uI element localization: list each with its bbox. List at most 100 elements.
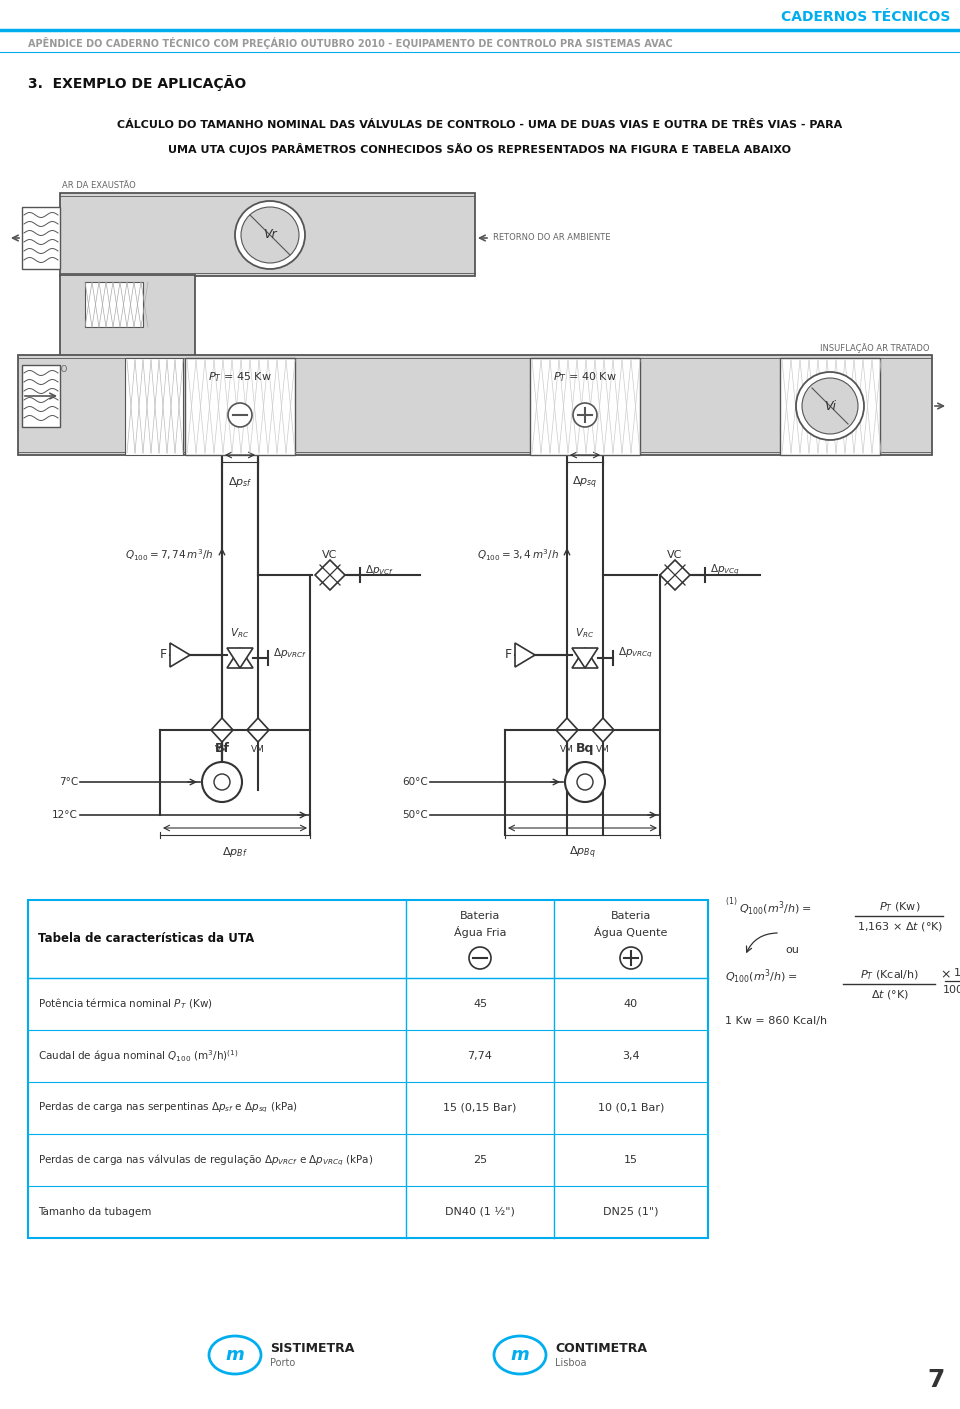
Polygon shape — [515, 643, 535, 666]
Text: CÁLCULO DO TAMANHO NOMINAL DAS VÁLVULAS DE CONTROLO - UMA DE DUAS VIAS E OUTRA D: CÁLCULO DO TAMANHO NOMINAL DAS VÁLVULAS … — [117, 120, 843, 130]
Text: INSUFLAÇÃO AR TRATADO: INSUFLAÇÃO AR TRATADO — [821, 344, 930, 354]
Text: 1 Kw = 860 Kcal/h: 1 Kw = 860 Kcal/h — [725, 1016, 828, 1026]
Circle shape — [565, 762, 605, 802]
Polygon shape — [247, 730, 269, 743]
Text: VC: VC — [323, 550, 338, 559]
Circle shape — [202, 762, 242, 802]
Text: 45: 45 — [473, 999, 487, 1009]
Text: $V_{RC}$: $V_{RC}$ — [230, 626, 250, 640]
Bar — [185, 358, 295, 455]
Text: $P_T$ = 40 Kw: $P_T$ = 40 Kw — [553, 371, 617, 383]
Text: $Q_{100}=3,4 \, m^3/h$: $Q_{100}=3,4 \, m^3/h$ — [477, 547, 559, 562]
Circle shape — [577, 774, 593, 790]
Polygon shape — [572, 648, 598, 668]
Bar — [60, 275, 195, 358]
Text: 10 (0,1 Bar): 10 (0,1 Bar) — [598, 1103, 664, 1113]
Text: Vi: Vi — [824, 400, 836, 413]
Text: 25: 25 — [473, 1155, 487, 1165]
Bar — [18, 355, 932, 455]
Bar — [60, 193, 475, 276]
Text: $\Delta t$ (°K): $\Delta t$ (°K) — [871, 988, 909, 1000]
Text: Lisboa: Lisboa — [555, 1358, 587, 1368]
Text: F: F — [505, 648, 512, 661]
Text: Perdas de carga nas válvulas de regulação $\Delta p_{VRCf}$ e $\Delta p_{VRCq}$ : Perdas de carga nas válvulas de regulaçã… — [38, 1153, 373, 1168]
Text: Perdas de carga nas serpentinas $\Delta p_{sf}$ e $\Delta p_{sq}$ (kPa): Perdas de carga nas serpentinas $\Delta … — [38, 1100, 298, 1115]
Polygon shape — [660, 559, 690, 590]
Text: VC: VC — [667, 550, 683, 559]
Text: $\Delta p_{sf}$: $\Delta p_{sf}$ — [228, 475, 252, 489]
Text: $Q_{100}(m^3/h) =$: $Q_{100}(m^3/h) =$ — [739, 900, 811, 919]
Text: APÊNDICE DO CADERNO TÉCNICO COM PREÇÁRIO OUTUBRO 2010 - EQUIPAMENTO DE CONTROLO : APÊNDICE DO CADERNO TÉCNICO COM PREÇÁRIO… — [28, 37, 673, 49]
Text: Porto: Porto — [270, 1358, 296, 1368]
Text: 50°C: 50°C — [402, 810, 428, 820]
Text: $\Delta p_{Bf}$: $\Delta p_{Bf}$ — [222, 845, 248, 859]
Text: VM: VM — [215, 745, 228, 754]
Text: 7: 7 — [927, 1368, 945, 1392]
Text: 7°C: 7°C — [59, 776, 78, 788]
Circle shape — [228, 403, 252, 427]
Text: $\Delta p_{VCf}$: $\Delta p_{VCf}$ — [365, 564, 395, 578]
Text: $^{(1)}$: $^{(1)}$ — [725, 898, 737, 909]
Polygon shape — [556, 719, 578, 730]
Ellipse shape — [796, 372, 864, 440]
Polygon shape — [315, 559, 345, 590]
Text: $\times$: $\times$ — [940, 968, 950, 982]
Circle shape — [573, 403, 597, 427]
Ellipse shape — [235, 201, 305, 269]
Text: m: m — [511, 1346, 529, 1364]
Text: $\Delta p_{VRCf}$: $\Delta p_{VRCf}$ — [273, 645, 307, 659]
Text: 1000: 1000 — [943, 985, 960, 995]
Circle shape — [214, 774, 230, 790]
Text: DN25 (1"): DN25 (1") — [603, 1208, 659, 1217]
Polygon shape — [211, 730, 233, 743]
Text: VM: VM — [560, 745, 574, 754]
Text: Caudal de água nominal $Q_{100}$ (m$^3$/h)$^{(1)}$: Caudal de água nominal $Q_{100}$ (m$^3$/… — [38, 1048, 238, 1064]
Circle shape — [469, 947, 491, 969]
Text: Bq: Bq — [576, 743, 594, 755]
Text: $V_{RC}$: $V_{RC}$ — [575, 626, 594, 640]
Text: ou: ou — [785, 945, 799, 955]
Ellipse shape — [494, 1336, 546, 1374]
Text: m: m — [226, 1346, 245, 1364]
Text: VM: VM — [596, 745, 610, 754]
Polygon shape — [572, 648, 598, 668]
Bar — [28, 900, 708, 1239]
Polygon shape — [592, 719, 614, 730]
Polygon shape — [247, 719, 269, 730]
Text: DN40 (1 ½"): DN40 (1 ½") — [445, 1208, 515, 1217]
Text: 1: 1 — [953, 968, 960, 978]
Text: $Q_{100}=7,74 \, m^3/h$: $Q_{100}=7,74 \, m^3/h$ — [125, 547, 214, 562]
Text: Tamanho da tubagem: Tamanho da tubagem — [38, 1208, 152, 1217]
Text: Vr: Vr — [263, 228, 276, 241]
Circle shape — [620, 947, 642, 969]
Bar — [85, 282, 143, 327]
Text: $P_T$ (Kw): $P_T$ (Kw) — [879, 900, 921, 913]
Text: $\Delta p_{VCq}$: $\Delta p_{VCq}$ — [710, 562, 740, 578]
Text: $\Delta p_{VRCq}$: $\Delta p_{VRCq}$ — [618, 645, 653, 661]
Bar — [22, 207, 60, 269]
Text: VM: VM — [252, 745, 265, 754]
Text: $P_T$ (Kcal/h): $P_T$ (Kcal/h) — [860, 968, 920, 982]
Text: F: F — [160, 648, 167, 661]
Text: Bateria: Bateria — [611, 912, 651, 921]
Text: UMA UTA CUJOS PARÂMETROS CONHECIDOS SÃO OS REPRESENTADOS NA FIGURA E TABELA ABAI: UMA UTA CUJOS PARÂMETROS CONHECIDOS SÃO … — [169, 142, 791, 155]
Polygon shape — [170, 643, 190, 666]
Text: $\Delta p_{sq}$: $\Delta p_{sq}$ — [572, 475, 598, 492]
Text: Água Quente: Água Quente — [594, 926, 668, 938]
Text: 1,163 $\times$ $\Delta t$ (°K): 1,163 $\times$ $\Delta t$ (°K) — [857, 920, 943, 933]
Text: Água Fria: Água Fria — [454, 926, 506, 938]
Ellipse shape — [241, 207, 299, 263]
Text: 40: 40 — [624, 999, 638, 1009]
Text: RETORNO DO AR AMBIENTE: RETORNO DO AR AMBIENTE — [493, 234, 611, 242]
Polygon shape — [211, 719, 233, 730]
Text: $\Delta p_{Bq}$: $\Delta p_{Bq}$ — [568, 845, 595, 861]
Text: Potência térmica nominal $P_T$ (Kw): Potência térmica nominal $P_T$ (Kw) — [38, 996, 213, 1012]
Ellipse shape — [209, 1336, 261, 1374]
Text: $Q_{100}(m^3/h) =$: $Q_{100}(m^3/h) =$ — [725, 968, 798, 986]
Text: Bf: Bf — [214, 743, 229, 755]
Text: AR NOVO: AR NOVO — [28, 365, 67, 373]
Bar — [125, 358, 183, 455]
Polygon shape — [227, 648, 253, 668]
Text: 15 (0,15 Bar): 15 (0,15 Bar) — [444, 1103, 516, 1113]
Text: SISTIMETRA: SISTIMETRA — [270, 1343, 354, 1355]
